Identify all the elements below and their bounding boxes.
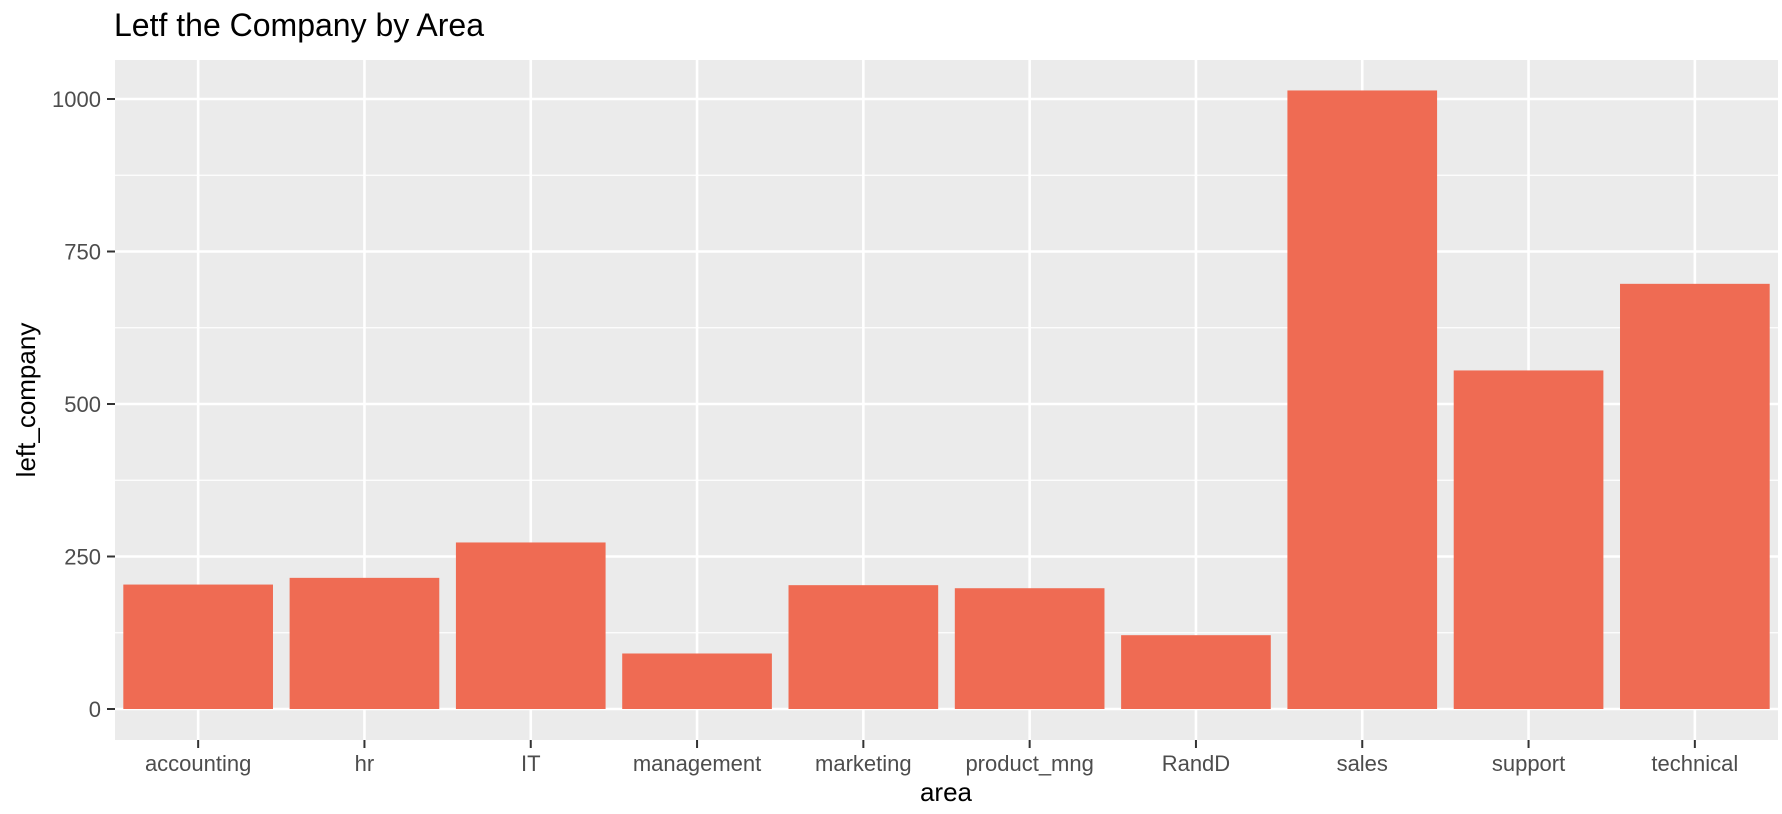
x-tick-label: accounting <box>145 751 251 776</box>
x-axis: accounting hr IT management marketing product… <box>145 740 1738 776</box>
x-tick-label: RandD <box>1162 751 1230 776</box>
bar-marketing <box>788 585 939 709</box>
chart-title: Letf the Company by Area <box>114 7 484 43</box>
y-axis: 0 250 500 750 1000 <box>52 87 115 722</box>
x-tick-label: technical <box>1651 751 1738 776</box>
x-tick-label: support <box>1492 751 1565 776</box>
bar-management <box>622 653 772 709</box>
y-tick-label: 1000 <box>52 87 101 112</box>
bar-support <box>1453 370 1604 709</box>
y-tick-label: 750 <box>64 240 101 265</box>
bar-IT <box>455 542 606 709</box>
x-axis-title: area <box>920 777 973 807</box>
y-tick-label: 500 <box>64 392 101 417</box>
y-axis-title: left_company <box>11 323 41 478</box>
bar-hr <box>289 577 440 709</box>
x-tick-label: hr <box>355 751 375 776</box>
x-tick-label: sales <box>1337 751 1388 776</box>
bar-sales <box>1287 90 1438 709</box>
x-tick-label: product_mng <box>965 751 1093 776</box>
x-tick-label: management <box>633 751 761 776</box>
bar-technical <box>1620 283 1770 709</box>
y-tick-label: 0 <box>89 697 101 722</box>
bar-accounting <box>123 584 273 709</box>
y-tick-label: 250 <box>64 545 101 570</box>
bars <box>123 90 1770 709</box>
bar-product_mng <box>954 588 1105 709</box>
x-tick-label: marketing <box>815 751 912 776</box>
x-tick-label: IT <box>521 751 541 776</box>
bar-RandD <box>1121 635 1271 709</box>
